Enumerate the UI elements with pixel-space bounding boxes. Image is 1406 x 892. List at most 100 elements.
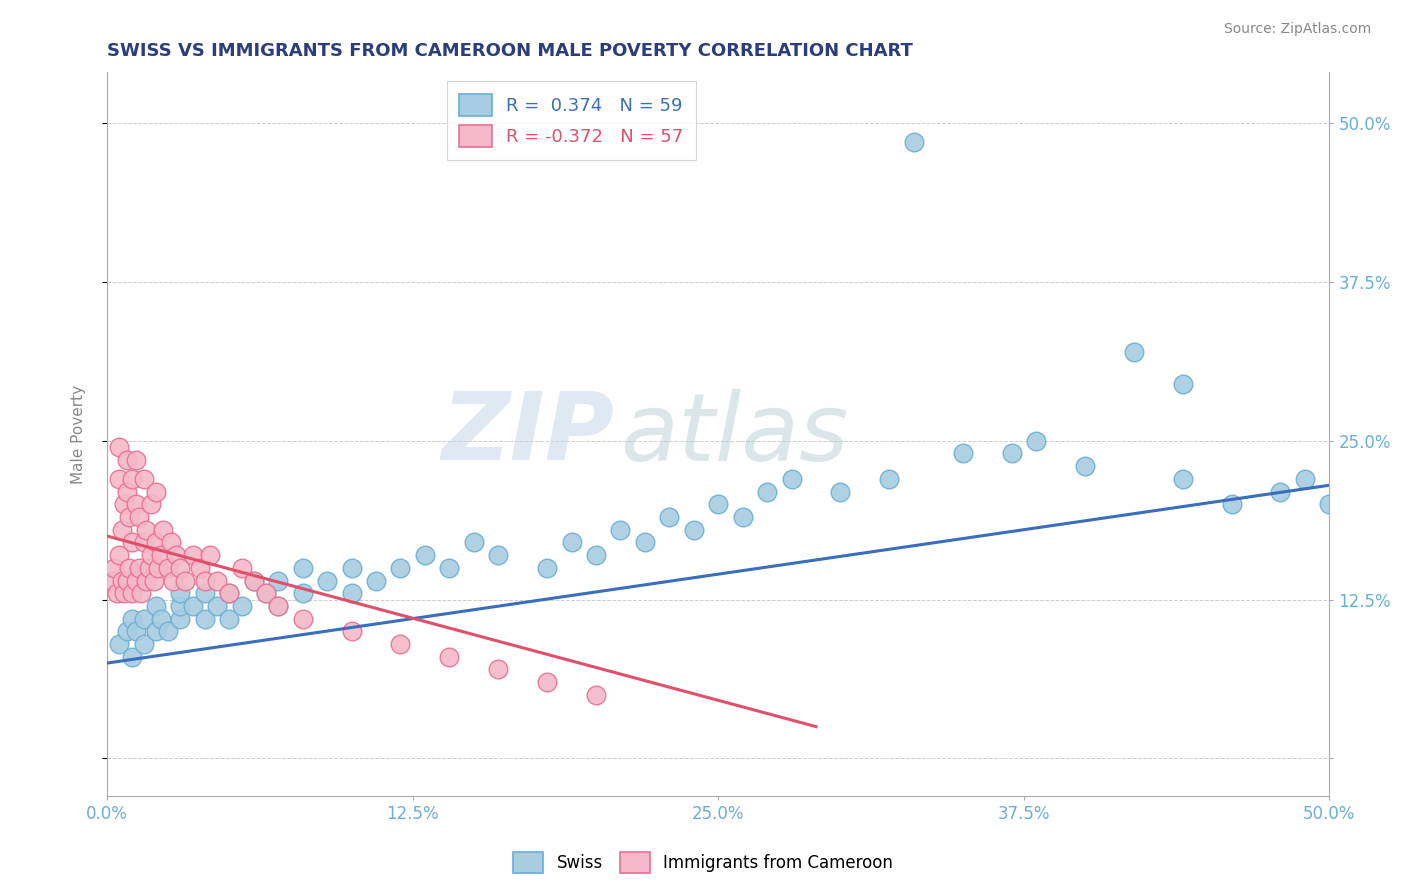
Point xyxy=(115,574,138,588)
Point xyxy=(756,484,779,499)
Point xyxy=(198,548,221,562)
Point xyxy=(658,510,681,524)
Point xyxy=(254,586,277,600)
Point xyxy=(1220,497,1243,511)
Point xyxy=(1171,376,1194,391)
Point xyxy=(139,548,162,562)
Point xyxy=(536,561,558,575)
Point xyxy=(291,586,314,600)
Legend: R =  0.374   N = 59, R = -0.372   N = 57: R = 0.374 N = 59, R = -0.372 N = 57 xyxy=(447,81,696,160)
Point xyxy=(121,649,143,664)
Point xyxy=(108,472,131,486)
Point xyxy=(830,484,852,499)
Point xyxy=(121,472,143,486)
Point xyxy=(364,574,387,588)
Point xyxy=(157,624,180,639)
Point xyxy=(194,586,217,600)
Point xyxy=(135,523,157,537)
Point xyxy=(149,548,172,562)
Point xyxy=(340,561,363,575)
Point xyxy=(218,586,240,600)
Point xyxy=(340,586,363,600)
Point xyxy=(585,548,607,562)
Point xyxy=(101,574,124,588)
Point xyxy=(169,599,191,613)
Point xyxy=(486,662,509,676)
Point xyxy=(291,612,314,626)
Point xyxy=(169,586,191,600)
Point xyxy=(112,497,135,511)
Point xyxy=(267,599,290,613)
Point xyxy=(389,637,412,651)
Point xyxy=(1000,446,1022,460)
Point xyxy=(103,561,125,575)
Point xyxy=(118,510,141,524)
Point xyxy=(111,523,134,537)
Point xyxy=(609,523,631,537)
Point xyxy=(148,561,170,575)
Point xyxy=(267,599,290,613)
Point xyxy=(439,561,461,575)
Point xyxy=(291,561,314,575)
Point xyxy=(267,574,290,588)
Point xyxy=(231,599,253,613)
Point xyxy=(174,574,197,588)
Point xyxy=(118,561,141,575)
Point xyxy=(188,561,211,575)
Point xyxy=(169,612,191,626)
Point xyxy=(108,440,131,454)
Point xyxy=(181,599,204,613)
Point xyxy=(1270,484,1292,499)
Point xyxy=(413,548,436,562)
Point xyxy=(145,484,167,499)
Point xyxy=(194,574,217,588)
Point xyxy=(780,472,803,486)
Y-axis label: Male Poverty: Male Poverty xyxy=(72,384,86,484)
Point xyxy=(205,599,228,613)
Point xyxy=(138,561,160,575)
Point xyxy=(1025,434,1047,448)
Point xyxy=(125,497,148,511)
Text: ZIP: ZIP xyxy=(441,388,614,481)
Point xyxy=(1074,459,1097,474)
Point xyxy=(112,586,135,600)
Point xyxy=(125,624,148,639)
Point xyxy=(707,497,730,511)
Point xyxy=(560,535,582,549)
Point xyxy=(218,612,240,626)
Point xyxy=(145,535,167,549)
Point xyxy=(682,523,704,537)
Point xyxy=(463,535,485,549)
Point xyxy=(149,612,172,626)
Point xyxy=(159,535,181,549)
Point xyxy=(952,446,974,460)
Point xyxy=(316,574,339,588)
Point xyxy=(121,535,143,549)
Text: atlas: atlas xyxy=(620,389,849,480)
Point xyxy=(254,586,277,600)
Point xyxy=(142,574,165,588)
Point xyxy=(1317,497,1340,511)
Point xyxy=(165,548,187,562)
Point xyxy=(135,574,157,588)
Point xyxy=(1294,472,1316,486)
Point xyxy=(242,574,264,588)
Point xyxy=(731,510,754,524)
Point xyxy=(1122,344,1144,359)
Point xyxy=(145,624,167,639)
Point xyxy=(108,637,131,651)
Point xyxy=(903,136,925,150)
Point xyxy=(115,484,138,499)
Point xyxy=(132,612,155,626)
Point xyxy=(169,561,191,575)
Point xyxy=(139,497,162,511)
Point xyxy=(105,586,128,600)
Point xyxy=(121,586,143,600)
Point xyxy=(125,453,148,467)
Point xyxy=(128,561,150,575)
Point xyxy=(115,453,138,467)
Point xyxy=(108,548,131,562)
Point xyxy=(121,612,143,626)
Point xyxy=(486,548,509,562)
Point xyxy=(132,535,155,549)
